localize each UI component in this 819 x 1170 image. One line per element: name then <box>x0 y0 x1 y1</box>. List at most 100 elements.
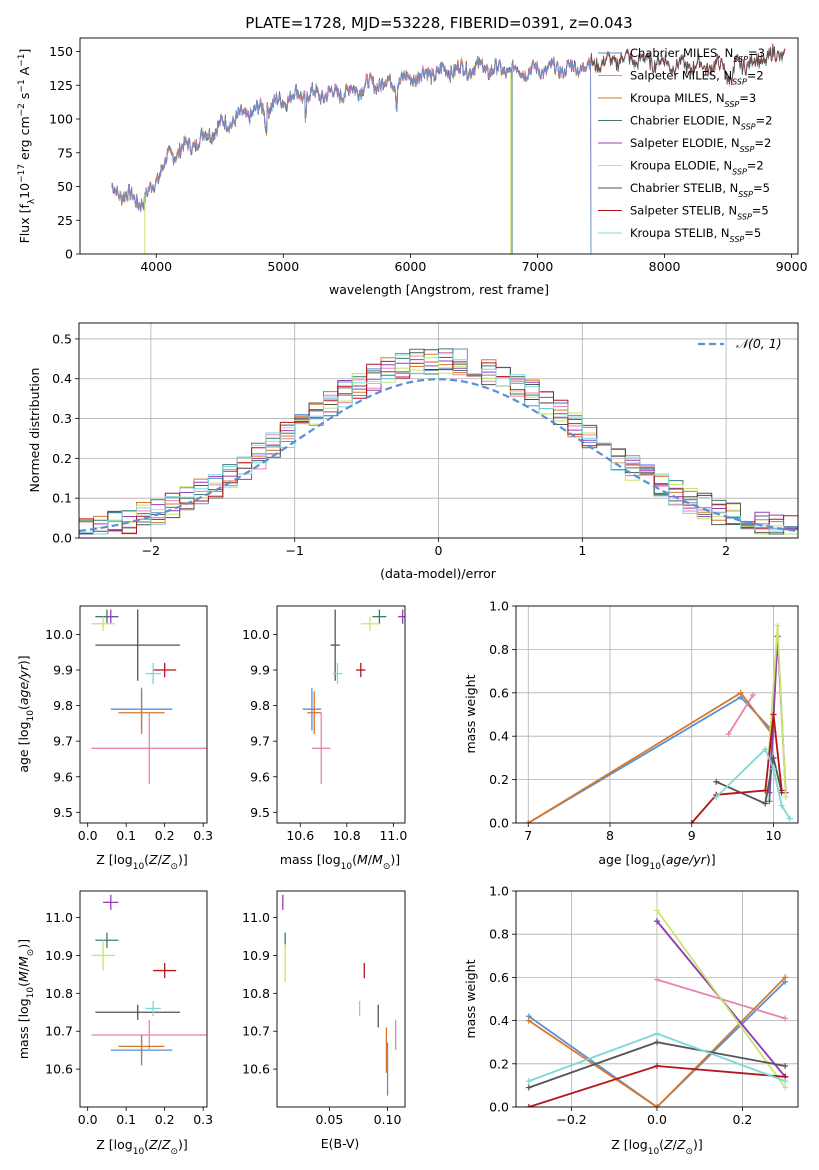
x-tick-label: 6000 <box>395 259 427 274</box>
mass-vs-extinction-panel: 0.05 0.10 10.6 10.7 10.8 10.9 11.0 <box>242 890 406 1127</box>
label-part: )] <box>178 852 188 867</box>
mass-weight-marker <box>654 918 660 925</box>
legend-label-value: =5 <box>753 181 770 195</box>
label-part: ( <box>144 852 149 867</box>
x-tick-label: 0.1 <box>116 1112 136 1127</box>
label-part: M <box>16 971 31 982</box>
errorbar-point <box>103 894 119 910</box>
plot-area <box>91 609 207 784</box>
mass-weight-marker <box>654 1030 660 1037</box>
age-vs-mass-panel: 10.6 10.8 11.0 9.5 9.6 9.7 9.8 9.9 10.0 <box>242 605 407 843</box>
x-tick-label: 0.3 <box>193 1112 213 1127</box>
errorbar-point <box>91 940 115 971</box>
label-part: 10 <box>133 862 145 872</box>
label-part: 10 <box>17 183 32 199</box>
y-tick-label: 9.6 <box>53 769 73 784</box>
errorbar-point <box>91 712 207 784</box>
errorbar-point <box>118 691 165 735</box>
y-tick-label: 9.8 <box>250 698 270 713</box>
y-tick-label: 10.0 <box>45 627 73 642</box>
mass-weight-marker <box>654 976 660 983</box>
x-tick-label: 10 <box>766 828 782 843</box>
y-tick-label: 0.5 <box>52 331 72 346</box>
mass-weight-line <box>528 976 786 1107</box>
axes-frame <box>79 890 208 1108</box>
legend-label-sub: SSP <box>730 235 745 244</box>
label-part: λ <box>27 198 37 204</box>
errorbar-point <box>145 662 161 685</box>
mass-weight-metallicity-xlabel: Z [log10(Z/Z⊙)] <box>611 1137 703 1157</box>
label-part: mass [log <box>16 998 31 1059</box>
y-tick-label: 9.5 <box>53 805 73 820</box>
label-part: )] <box>16 939 31 949</box>
mass-weight-vs-metallicity-panel: −0.2 0.0 0.2 0.0 0.2 0.4 0.6 0.8 1.0 <box>489 884 799 1127</box>
y-tick-label: 0.2 <box>52 451 72 466</box>
label-part: Z <box>161 852 171 867</box>
errorbar-point <box>398 609 405 624</box>
x-tick-label: 7 <box>524 828 532 843</box>
legend-label-sub: SSP <box>732 167 747 176</box>
y-tick-label: 0.8 <box>489 927 509 942</box>
y-tick-label: 0.6 <box>489 685 509 700</box>
label-part: Z [log <box>611 1137 647 1152</box>
histogram-ylabel: Normed distribution <box>27 368 42 493</box>
label-part: ( <box>144 1137 149 1152</box>
legend-label: Chabrier ELODIE, NSSP=2 <box>630 114 772 132</box>
legend-label-value: =5 <box>744 226 761 240</box>
label-part: s <box>17 93 32 104</box>
label-part: )] <box>178 1137 188 1152</box>
y-tick-label: 0.4 <box>52 371 72 386</box>
y-tick-label: 10.6 <box>45 1062 73 1077</box>
axes-frame <box>79 37 799 255</box>
label-part: age [log <box>16 721 31 772</box>
residual-histogram-panel: −2 −1 0 1 2 0.0 0.1 0.2 0.3 0.4 0.5 <box>52 322 799 558</box>
legend-label-sub: SSP <box>738 190 753 199</box>
y-tick-label: 9.6 <box>250 769 270 784</box>
errorbar-point <box>91 616 115 631</box>
legend-label: Salpeter MILES, NSSP=2 <box>630 69 764 87</box>
x-tick-label: 0.3 <box>193 828 213 843</box>
x-tick-label: 4000 <box>140 259 172 274</box>
histogram-salpeter-stelib <box>79 360 798 535</box>
age-metallicity-xlabel: Z [log10(Z/Z⊙)] <box>96 852 188 872</box>
spectrum-line-chabrier-miles <box>111 55 592 254</box>
legend-label-sub: SSP <box>732 77 747 86</box>
label-part: 10 <box>133 1147 145 1157</box>
legend-label: Chabrier MILES, NSSP=3 <box>630 46 765 64</box>
mass-weight-line <box>527 691 775 823</box>
plot-area <box>516 606 798 823</box>
y-tick-label: 11.0 <box>45 910 73 925</box>
legend-label: 𝒩(0, 1) <box>736 336 782 351</box>
label-part: )] <box>706 852 716 867</box>
legend-label: Salpeter STELIB, NSSP=5 <box>630 204 769 222</box>
y-tick-label: 0.0 <box>489 1100 509 1115</box>
axes-frame <box>276 890 406 1108</box>
label-part: mass [log <box>280 852 341 867</box>
label-part: )] <box>16 655 31 665</box>
label-part: ( <box>661 852 666 867</box>
legend-label: Chabrier STELIB, NSSP=5 <box>630 181 770 199</box>
mass-weight-age-xlabel: age [log10(age/yr)] <box>598 852 715 872</box>
legend-label-sub: SSP <box>737 212 752 221</box>
errorbar-point <box>330 609 340 681</box>
errorbar-point <box>307 691 322 735</box>
legend-label-sub: SSP <box>725 100 740 109</box>
mass-ylabel: mass [log10(M/M⊙)] <box>16 939 36 1059</box>
label-part: M <box>372 852 383 867</box>
legend-label-value: =2 <box>747 159 764 173</box>
y-tick-label: 0.2 <box>489 772 509 787</box>
label-part: / <box>158 852 163 867</box>
legend-label-text: Kroupa STELIB, N <box>630 226 730 240</box>
mass-weight-marker <box>525 1084 532 1091</box>
mass-weight-marker <box>713 793 720 800</box>
label-part: −2 <box>17 103 27 116</box>
label-part: Z <box>148 1137 158 1152</box>
mass-weight-line <box>691 714 783 823</box>
legend-label-sub: SSP <box>741 122 756 131</box>
mass-weight-marker <box>654 1039 660 1046</box>
y-tick-label: 0.6 <box>489 970 509 985</box>
legend-label-value: =3 <box>739 91 756 105</box>
plot-area <box>302 609 405 784</box>
age-vs-metallicity-panel: 0.0 0.1 0.2 0.3 9.5 9.6 9.7 9.8 9.9 10.0 <box>45 605 213 843</box>
